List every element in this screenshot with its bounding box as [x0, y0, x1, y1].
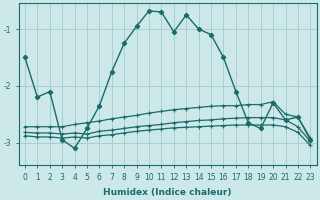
X-axis label: Humidex (Indice chaleur): Humidex (Indice chaleur)	[103, 188, 232, 197]
